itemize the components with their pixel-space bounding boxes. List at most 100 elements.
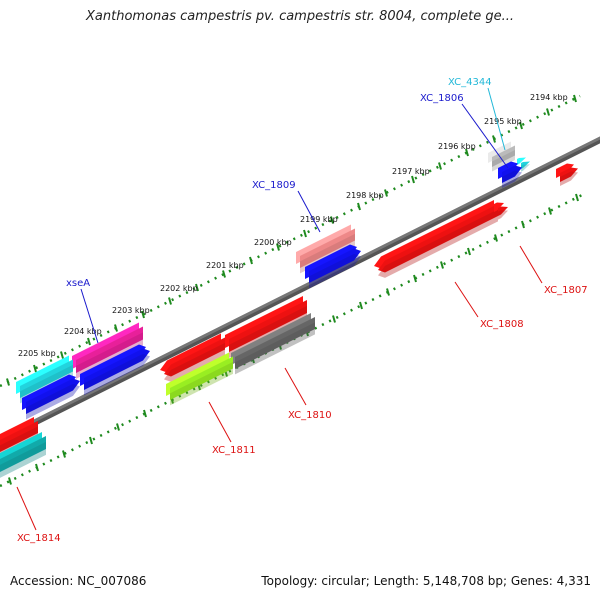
ruler-tick [87, 337, 91, 346]
ruler-tick [438, 162, 442, 170]
gene-xc-1811-body [170, 356, 233, 400]
gene-xc-1814-body [0, 436, 46, 472]
ruler-tick [330, 216, 334, 224]
ruler-tick-label: 2200 kbp [254, 238, 292, 247]
gene-label-xc-4344: XC_4344 [448, 77, 492, 88]
ruler-tick-label: 2197 kbp [392, 167, 430, 176]
callout-line-xc-4344 [487, 87, 506, 151]
gene-xc-1808-small-shade [498, 210, 508, 220]
ruler-tick-label: 2199 kbp [300, 215, 338, 224]
ruler-tick [222, 270, 226, 278]
gene-xc-1808-small [494, 202, 508, 220]
callout-line-xc-1811 [208, 401, 232, 443]
gene-xc-1808-main-body [378, 204, 498, 273]
ruler-tick [467, 247, 471, 256]
ruler-tick [143, 409, 147, 418]
gene-red-left-body [0, 421, 38, 452]
gene-xsea-magenta [72, 322, 143, 379]
ruler-tick [303, 229, 307, 238]
ruler-tick [114, 324, 118, 332]
ruler-tick [440, 261, 444, 269]
gene-label-xc-1809: XC_1809 [252, 180, 296, 191]
gene-xc-1809 [305, 244, 361, 289]
ruler-tick [384, 189, 388, 197]
ruler-tick [35, 463, 39, 472]
gene-label-xsea: xseA [66, 278, 90, 289]
ruler-tick [492, 135, 496, 143]
ruler-track-upper [0, 94, 581, 388]
ruler-tick-label: 2204 kbp [64, 327, 102, 336]
callout-line-xc-1814 [16, 486, 37, 531]
gene-features [0, 141, 578, 478]
ruler-tick [546, 108, 550, 116]
ruler-tick [116, 423, 120, 431]
gene-xc-1810-body [235, 317, 315, 369]
ruler-tick-label: 2203 kbp [112, 306, 150, 315]
callout-line-xc-1808 [454, 281, 479, 318]
gene-xc-1807-shade [560, 171, 578, 187]
gene-xc-1806-gray-shade [492, 150, 515, 172]
ruler-track-lower [0, 193, 583, 488]
ruler-tick [521, 220, 525, 229]
gene-xc-1808-small-body [498, 206, 508, 216]
ruler-tick-label: 2205 kbp [18, 349, 56, 358]
ruler-tick [6, 378, 10, 386]
gene-label-xc-1806: XC_1806 [420, 93, 464, 104]
ruler-tick [411, 175, 415, 184]
gene-xc-1814 [0, 432, 46, 478]
gene-xc-4344-arrow-shade [521, 164, 530, 172]
accession-text: Accession: NC_007086 [10, 574, 147, 588]
map-title: Xanthomonas campestris pv. campestris st… [86, 9, 514, 24]
gene-xc-1806 [498, 161, 522, 188]
gene-label-xc-1814: XC_1814 [17, 533, 61, 544]
gene-blue-left [22, 374, 80, 420]
gene-label-xc-1811: XC_1811 [212, 445, 256, 456]
ruler-tick [357, 202, 361, 211]
ruler-tick [359, 301, 363, 310]
gene-xc-1808-main [374, 200, 498, 278]
gene-xc-1810 [231, 313, 315, 375]
ruler-tick [249, 256, 253, 265]
ruler-tick [276, 243, 280, 251]
ruler-tick [465, 148, 469, 157]
gene-xc-1811-shade [170, 361, 233, 406]
callout-line-xc-1810 [284, 367, 307, 406]
ruler-tick [60, 351, 64, 359]
ruler-tick [62, 450, 66, 458]
gene-xc-4344-arrow-body [521, 161, 530, 169]
gene-xc-1811 [166, 352, 233, 406]
ruler-tick [548, 207, 552, 215]
gene-xc-1807-body [560, 167, 578, 182]
ruler-tick [575, 193, 579, 202]
callout-line-xc-1806 [461, 103, 509, 169]
gene-xc-1811-red-shade [164, 342, 225, 382]
gene-label-xc-1808: XC_1808 [480, 319, 524, 330]
backbone-shadow [0, 136, 600, 444]
gene-xc-1808-main-shade [378, 209, 498, 278]
gene-label-xc-1807: XC_1807 [544, 285, 588, 296]
genome-summary-text: Topology: circular; Length: 5,148,708 bp… [261, 574, 591, 588]
ruler-tick [332, 315, 336, 323]
gene-xsea [80, 344, 150, 396]
ruler-tick-labels: 2194 kbp 2195 kbp 2196 kbp 2197 kbp 2198 kbp… [18, 93, 568, 358]
ruler-tick-label: 2196 kbp [438, 142, 476, 151]
gene-xsea-body [84, 348, 150, 390]
genome-backbone [0, 136, 600, 444]
gene-xc-1809-shade [309, 253, 361, 289]
callout-line-xc-1807 [519, 245, 543, 284]
ruler-tick [33, 364, 37, 373]
callout-line-xsea [80, 288, 99, 344]
gene-xc-1810-red-body [229, 300, 307, 352]
gene-xsea-shade [84, 353, 150, 396]
gene-xc-1809-body [309, 248, 361, 283]
gene-xc-1809-pink-body [300, 228, 355, 268]
ruler-tick-label: 2195 kbp [484, 117, 522, 126]
gene-xc-1806-gray [488, 141, 515, 172]
ruler-tick [195, 283, 199, 292]
ruler-tick [413, 274, 417, 283]
gene-label-xc-1810: XC_1810 [288, 410, 332, 421]
gene-callouts: XC_4344 XC_1806 XC_1809 xseA XC_1807 XC_1808 X… [16, 77, 588, 544]
ruler-tick [141, 310, 145, 319]
gene-xc-1811-red-body [164, 337, 225, 377]
